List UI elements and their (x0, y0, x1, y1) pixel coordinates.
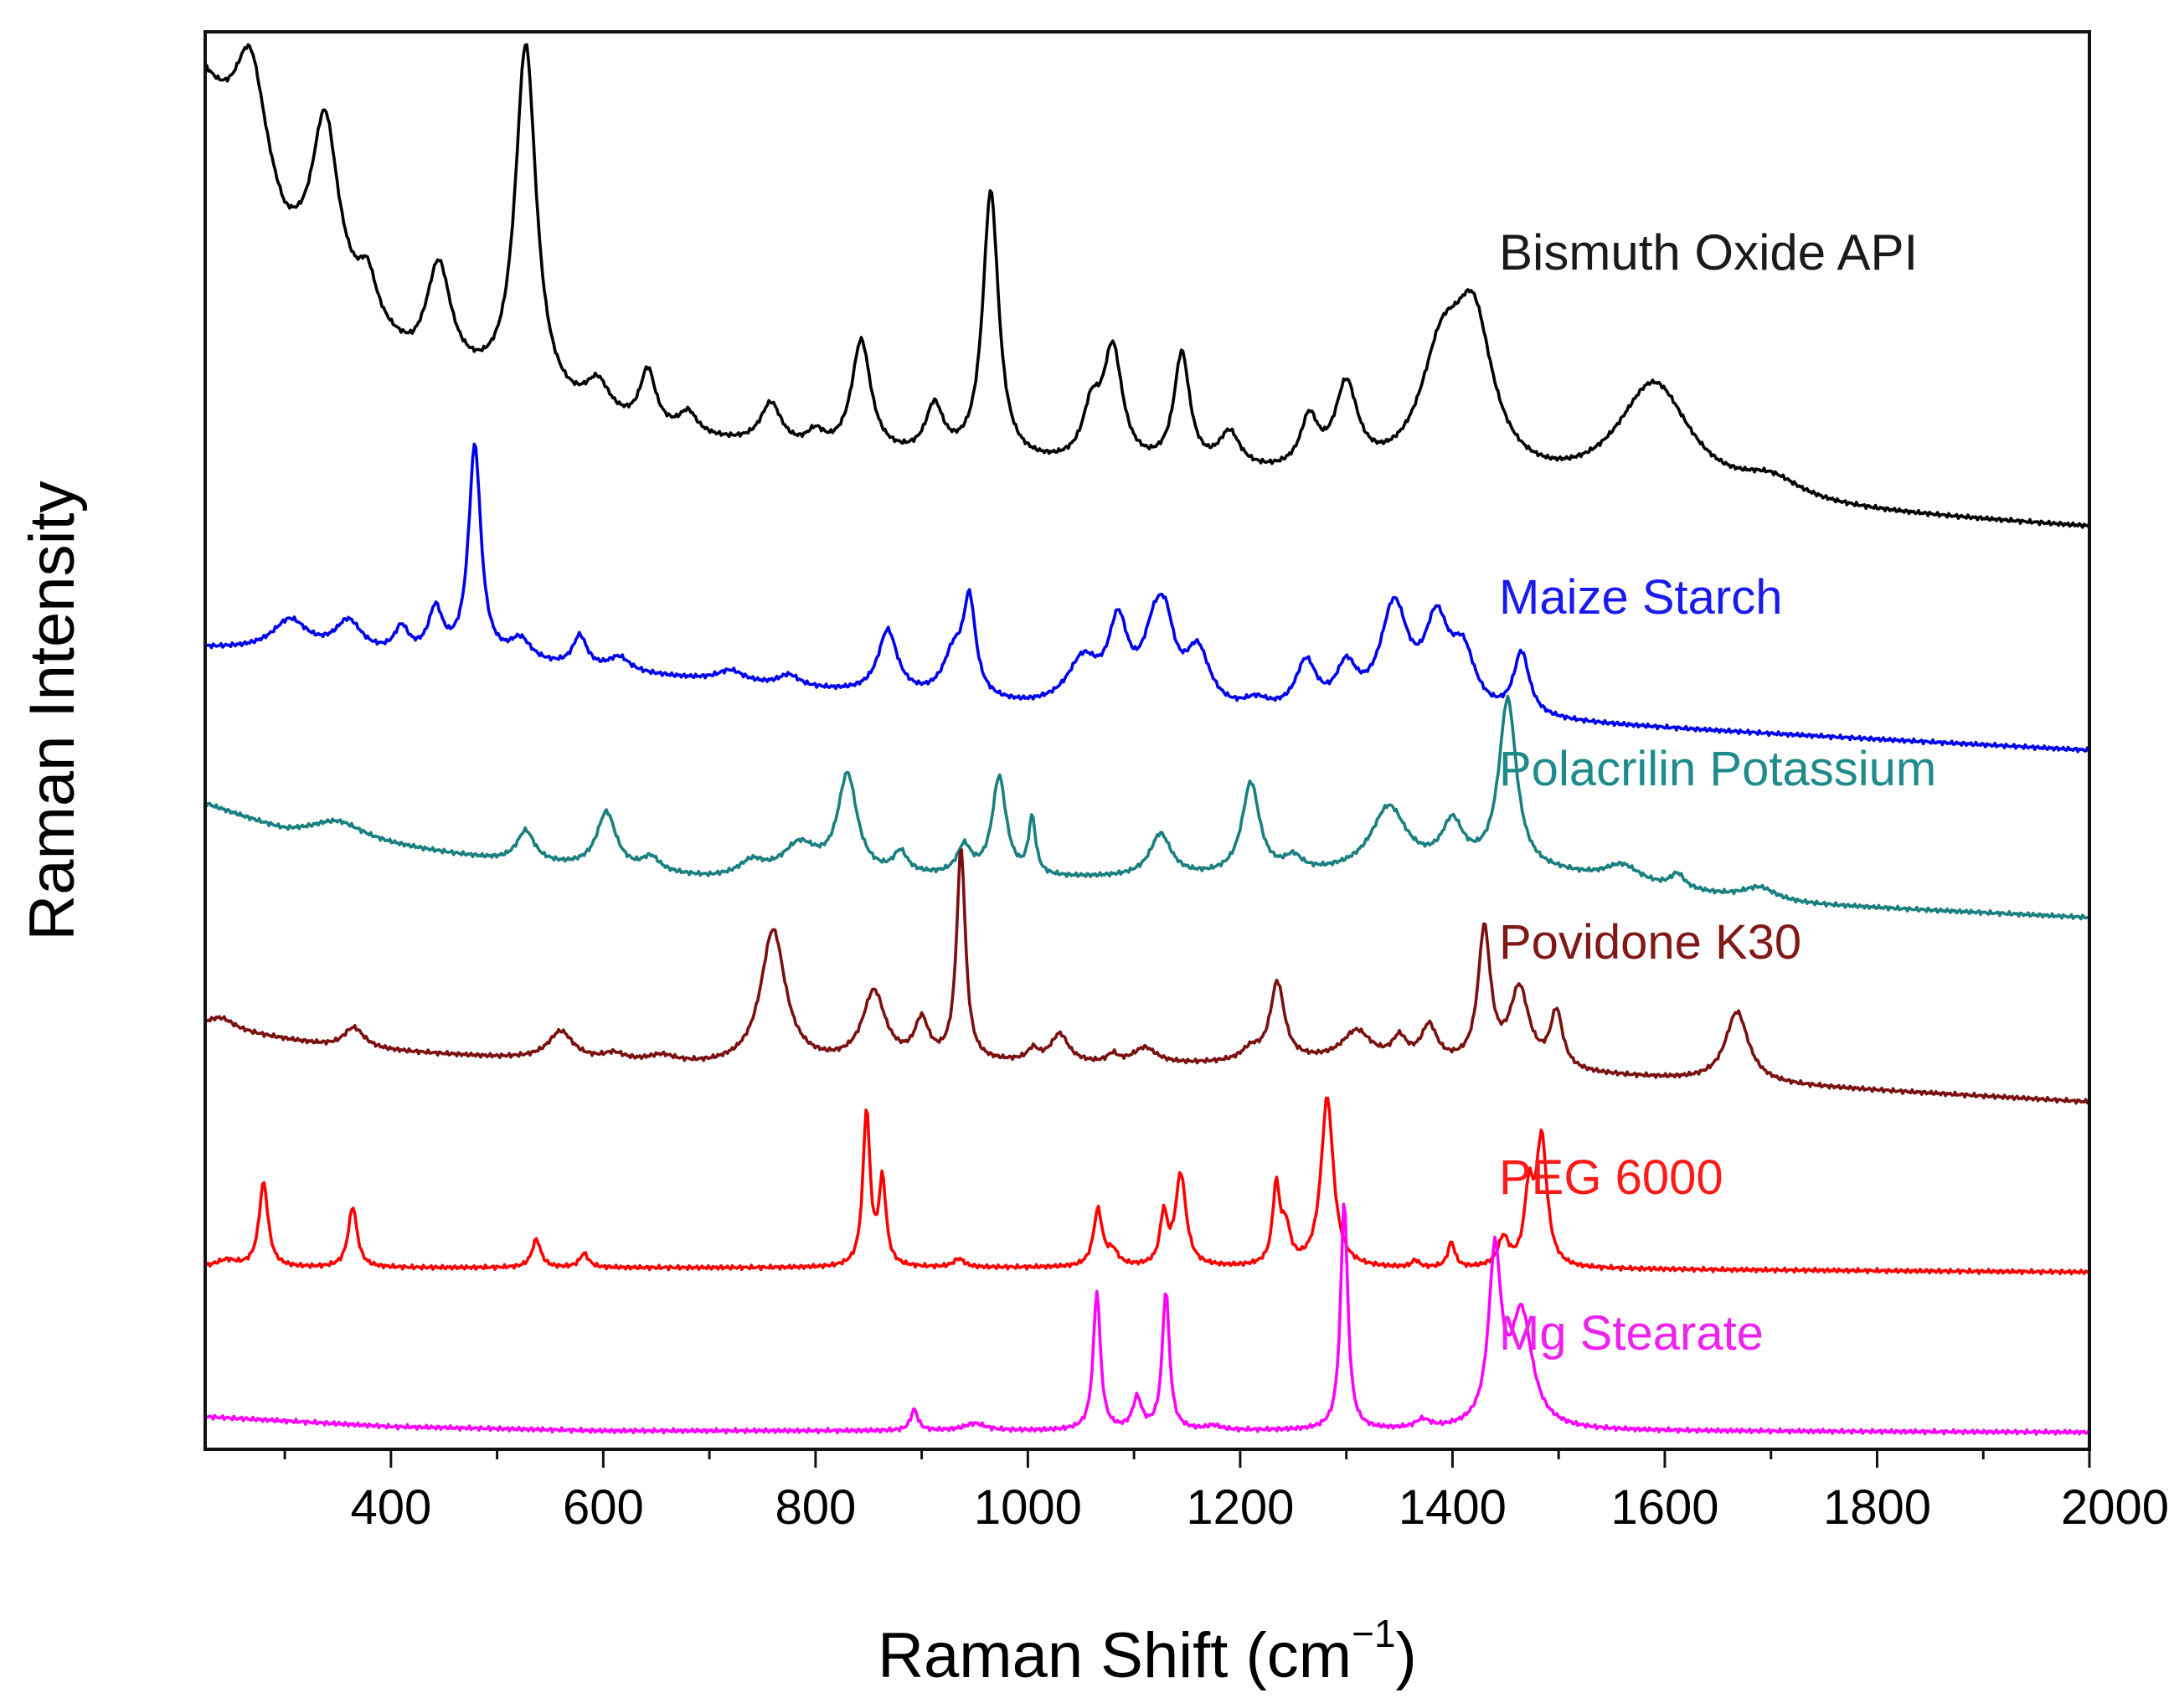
x-axis-label-superscript: −1 (1352, 1612, 1395, 1655)
plot-frame (203, 30, 2091, 1451)
series-label-bismuth-oxide-api: Bismuth Oxide API (1499, 224, 1918, 280)
x-tick-label: 1200 (1186, 1480, 1294, 1535)
x-tick-label: 2000 (2061, 1480, 2169, 1535)
series-line-peg-6000 (203, 1096, 2090, 1276)
x-tick-label: 1800 (1823, 1480, 1931, 1535)
series-label-polacrilin-potassium: Polacrilin Potassium (1499, 742, 1936, 796)
series-label-maize-starch: Maize Starch (1499, 570, 1782, 625)
series-line-povidone-k30 (203, 848, 2089, 1105)
x-tick-label: 1000 (974, 1480, 1082, 1535)
x-axis-ticks: 400 600 800 1000 1200 1400 1600 1800 2000 (283, 1449, 2169, 1535)
series-line-mg-stearate (203, 1202, 2090, 1436)
x-axis-label: Raman Shift (cm−1) (878, 1612, 1417, 1691)
x-tick-label: 400 (350, 1480, 431, 1535)
y-axis-label: Raman Intensity (17, 481, 88, 940)
x-tick-label: 1600 (1610, 1480, 1718, 1535)
x-tick-label: 1400 (1399, 1480, 1507, 1535)
series-label-mg-stearate: Mg Stearate (1499, 1306, 1764, 1361)
x-tick-label: 800 (775, 1480, 856, 1535)
x-axis-label-text: Raman Shift (cm (878, 1620, 1352, 1691)
series-label-peg-6000: PEG 6000 (1499, 1150, 1723, 1205)
series-group (203, 43, 2091, 1436)
x-axis-label-close: ) (1396, 1620, 1417, 1691)
series-labels-group: Bismuth Oxide API Maize Starch Polacrilin … (1499, 224, 1936, 1361)
series-line-bismuth-oxide-api (203, 43, 2090, 529)
series-line-polacrilin-potassium (203, 694, 2089, 921)
series-line-maize-starch (204, 442, 2091, 754)
x-tick-label: 600 (563, 1480, 644, 1535)
series-label-povidone-k30: Povidone K30 (1499, 915, 1801, 970)
